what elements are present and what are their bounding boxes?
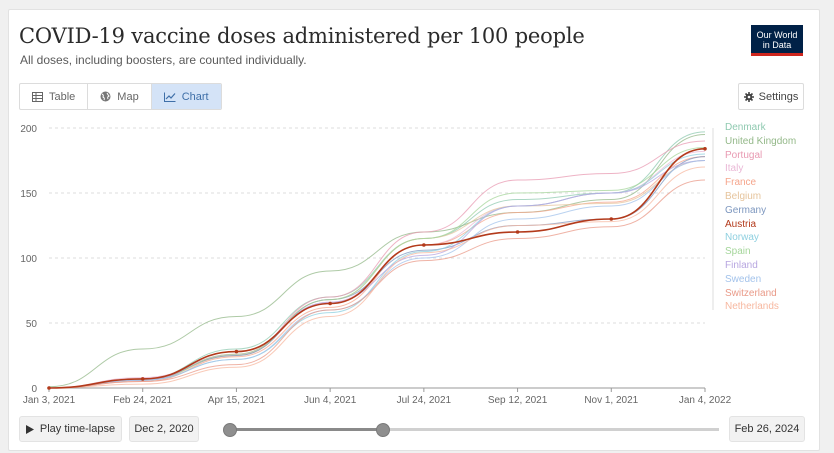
timeline-start-date: Dec 2, 2020 xyxy=(129,416,199,442)
table-icon xyxy=(32,91,43,102)
legend-item-belgium[interactable]: Belgium xyxy=(725,191,762,202)
page-title: COVID-19 vaccine doses administered per … xyxy=(19,24,585,48)
timeline-end-date: Feb 26, 2024 xyxy=(729,416,805,442)
x-tick-label: Sep 12, 2021 xyxy=(488,395,548,406)
play-label: Play time-lapse xyxy=(39,423,116,435)
legend-item-austria[interactable]: Austria xyxy=(725,218,757,230)
legend-item-spain[interactable]: Spain xyxy=(725,246,751,258)
series-line-norway xyxy=(48,153,706,389)
play-timelapse-button[interactable]: Play time-lapse xyxy=(19,416,122,442)
x-tick-label: Feb 24, 2021 xyxy=(113,395,172,406)
data-point xyxy=(422,243,426,247)
data-point xyxy=(328,301,332,306)
legend-item-france[interactable]: France xyxy=(725,177,757,189)
x-tick-label: Apr 15, 2021 xyxy=(208,395,266,406)
legend-item-sweden[interactable]: Sweden xyxy=(725,273,762,285)
series-line-united-kingdom xyxy=(48,134,706,388)
logo-line-2: in Data xyxy=(762,40,792,50)
x-tick-label: Jul 24, 2021 xyxy=(397,395,452,406)
data-point xyxy=(140,377,145,381)
chart-panel: COVID-19 vaccine doses administered per … xyxy=(8,9,820,451)
legend-item-portugal[interactable]: Portugal xyxy=(725,149,763,161)
timeline-end-handle[interactable] xyxy=(376,423,390,437)
y-tick-label: 0 xyxy=(31,384,37,395)
data-point xyxy=(234,349,239,354)
data-point xyxy=(47,386,51,390)
tab-map-label: Map xyxy=(117,90,139,103)
data-point xyxy=(609,217,614,221)
series-line-portugal xyxy=(48,140,706,389)
x-tick-label: Jan 3, 2021 xyxy=(23,395,76,406)
legend-item-finland[interactable]: Finland xyxy=(725,260,758,271)
tab-map[interactable]: Map xyxy=(88,84,152,109)
line-chart-icon xyxy=(163,92,176,102)
tab-chart-label: Chart xyxy=(181,90,209,103)
series-line-netherlands xyxy=(48,166,706,389)
data-point xyxy=(703,147,707,151)
series-line-france xyxy=(48,156,706,389)
y-tick-label: 50 xyxy=(26,319,38,330)
timeline-start-handle[interactable] xyxy=(223,423,237,437)
legend-item-denmark[interactable]: Denmark xyxy=(725,122,766,133)
y-tick-label: 200 xyxy=(20,124,37,135)
tab-chart[interactable]: Chart xyxy=(151,84,221,109)
series-line-germany xyxy=(48,156,706,389)
x-tick-label: Nov 1, 2021 xyxy=(584,395,638,406)
legend-item-united-kingdom[interactable]: United Kingdom xyxy=(725,135,797,147)
settings-button[interactable]: Settings xyxy=(738,83,804,110)
x-tick-label: Jan 4, 2022 xyxy=(679,395,732,406)
play-icon xyxy=(25,424,34,434)
series-line-finland xyxy=(48,160,706,389)
owid-logo[interactable]: Our World in Data xyxy=(751,25,803,56)
timeline-selected-range xyxy=(229,428,383,431)
globe-icon xyxy=(100,91,111,102)
view-tabs: Table Map Chart xyxy=(19,83,222,110)
legend-item-germany[interactable]: Germany xyxy=(725,204,767,216)
settings-label: Settings xyxy=(758,90,799,103)
gear-icon xyxy=(743,91,754,102)
timeline-track[interactable] xyxy=(229,428,719,431)
x-tick-label: Jun 4, 2021 xyxy=(304,395,357,406)
legend-item-switzerland[interactable]: Switzerland xyxy=(725,287,777,299)
legend-item-netherlands[interactable]: Netherlands xyxy=(725,301,779,313)
tab-table-label: Table xyxy=(49,90,76,103)
logo-line-1: Our World xyxy=(756,30,798,40)
tab-table[interactable]: Table xyxy=(20,84,89,109)
y-tick-label: 150 xyxy=(20,189,37,200)
legend-item-norway[interactable]: Norway xyxy=(725,232,759,244)
line-chart: 0 50 100 150 200 Jan 3, 2021 Feb 24, 2021 Apr 1… xyxy=(20,124,732,406)
series-line-austria xyxy=(48,148,706,389)
data-point xyxy=(515,230,520,234)
y-tick-label: 100 xyxy=(20,254,37,265)
legend-item-italy[interactable]: Italy xyxy=(725,163,744,175)
page-subtitle: All doses, including boosters, are count… xyxy=(20,53,307,67)
series-line-denmark xyxy=(48,131,706,389)
